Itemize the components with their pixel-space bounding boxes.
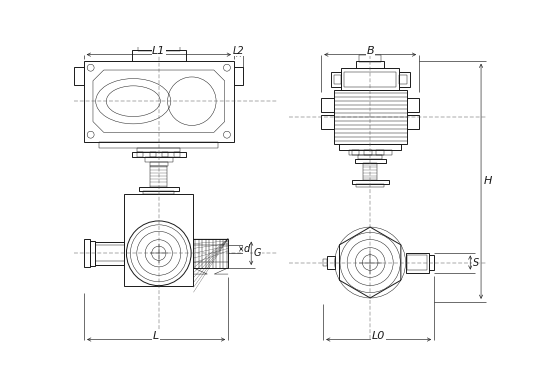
Bar [144, 191, 174, 194]
Bar [334, 75, 341, 84]
Bar [352, 150, 359, 156]
Bar [349, 150, 392, 156]
Bar [352, 180, 389, 184]
Bar [323, 259, 327, 266]
Bar [399, 75, 407, 84]
Bar [132, 152, 186, 157]
Bar [124, 194, 193, 286]
Bar [356, 184, 384, 187]
Bar [407, 255, 427, 270]
Bar [95, 242, 124, 265]
Bar [339, 144, 401, 150]
Bar [174, 152, 180, 157]
Bar [137, 152, 144, 157]
Text: d: d [243, 244, 250, 254]
Text: G: G [254, 248, 261, 258]
Text: H: H [483, 176, 492, 186]
Bar [358, 156, 383, 160]
Bar [84, 61, 234, 142]
Bar [321, 98, 334, 111]
Bar [364, 150, 372, 156]
Text: L1: L1 [152, 46, 165, 56]
Bar [344, 72, 396, 87]
Text: L2: L2 [233, 46, 244, 56]
Bar [327, 256, 335, 269]
Bar [399, 72, 410, 87]
Bar [150, 165, 167, 187]
Bar [321, 115, 334, 129]
Bar [137, 148, 180, 152]
Bar [84, 239, 89, 267]
Bar [406, 253, 429, 273]
Bar [363, 163, 377, 180]
Bar [139, 187, 179, 191]
Bar [407, 115, 419, 129]
Bar [99, 142, 219, 148]
Bar [132, 50, 186, 61]
Bar [330, 72, 341, 87]
Bar [145, 157, 173, 161]
Bar [429, 255, 434, 270]
Bar [89, 241, 95, 265]
Bar [355, 160, 386, 163]
Bar [193, 239, 228, 268]
Bar [407, 98, 419, 111]
Bar [356, 61, 384, 68]
Bar [150, 161, 168, 165]
Bar [376, 150, 384, 156]
Bar [75, 67, 84, 85]
Bar [359, 56, 381, 61]
Text: B: B [367, 46, 374, 56]
Bar [234, 67, 243, 85]
Bar [150, 152, 156, 157]
Bar [162, 152, 168, 157]
Text: L: L [153, 331, 159, 341]
Bar [341, 68, 399, 90]
Bar [138, 44, 180, 51]
Text: S: S [472, 258, 479, 267]
Bar [334, 90, 407, 144]
Text: L0: L0 [372, 331, 385, 341]
